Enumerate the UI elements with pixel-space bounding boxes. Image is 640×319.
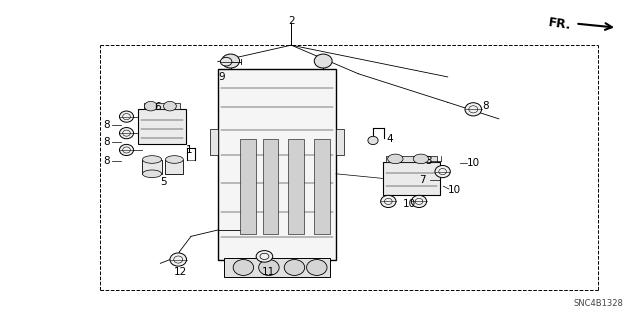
Ellipse shape	[143, 170, 162, 178]
Ellipse shape	[256, 251, 273, 262]
Ellipse shape	[412, 195, 427, 208]
Text: 8: 8	[103, 156, 109, 166]
Ellipse shape	[368, 136, 378, 145]
Ellipse shape	[233, 260, 253, 275]
Text: 3: 3	[425, 156, 432, 166]
Text: 1: 1	[186, 145, 193, 155]
Ellipse shape	[413, 154, 429, 164]
Text: 7: 7	[419, 175, 426, 185]
Text: 12: 12	[174, 267, 188, 277]
Ellipse shape	[284, 260, 305, 275]
Text: 5: 5	[160, 177, 167, 187]
Ellipse shape	[145, 101, 157, 111]
Bar	[224, 258, 330, 277]
Bar	[218, 69, 336, 260]
Ellipse shape	[381, 195, 396, 208]
Ellipse shape	[220, 57, 232, 66]
Text: SNC4B1328: SNC4B1328	[573, 299, 623, 308]
Bar	[145, 103, 179, 109]
Text: 11: 11	[262, 267, 276, 277]
Ellipse shape	[307, 260, 327, 275]
Text: 6: 6	[154, 102, 161, 112]
Ellipse shape	[314, 54, 332, 68]
Bar	[166, 160, 183, 174]
Ellipse shape	[120, 145, 134, 156]
Text: 8: 8	[103, 137, 109, 147]
Bar	[336, 129, 344, 155]
Ellipse shape	[120, 111, 134, 122]
Ellipse shape	[166, 156, 183, 163]
Text: 10: 10	[447, 185, 461, 195]
Bar	[383, 162, 440, 195]
Text: 10: 10	[467, 158, 480, 168]
Ellipse shape	[120, 128, 134, 139]
Text: 8: 8	[103, 120, 109, 130]
Text: 4: 4	[387, 134, 394, 144]
Ellipse shape	[259, 260, 279, 275]
Ellipse shape	[221, 54, 239, 68]
Text: 8: 8	[483, 100, 490, 110]
Text: 9: 9	[218, 72, 225, 82]
Ellipse shape	[170, 253, 186, 266]
Text: 2: 2	[288, 16, 294, 26]
Bar	[262, 139, 278, 234]
Bar	[138, 109, 186, 144]
Text: FR.: FR.	[548, 17, 572, 33]
Ellipse shape	[465, 103, 481, 116]
Bar	[314, 139, 330, 234]
Bar	[143, 160, 162, 174]
Bar	[240, 139, 256, 234]
Ellipse shape	[388, 154, 403, 164]
Bar	[288, 139, 304, 234]
Text: 10: 10	[403, 199, 416, 209]
Ellipse shape	[143, 156, 162, 163]
Ellipse shape	[435, 166, 451, 178]
Bar	[386, 156, 437, 162]
Bar	[210, 129, 218, 155]
Ellipse shape	[164, 101, 176, 111]
